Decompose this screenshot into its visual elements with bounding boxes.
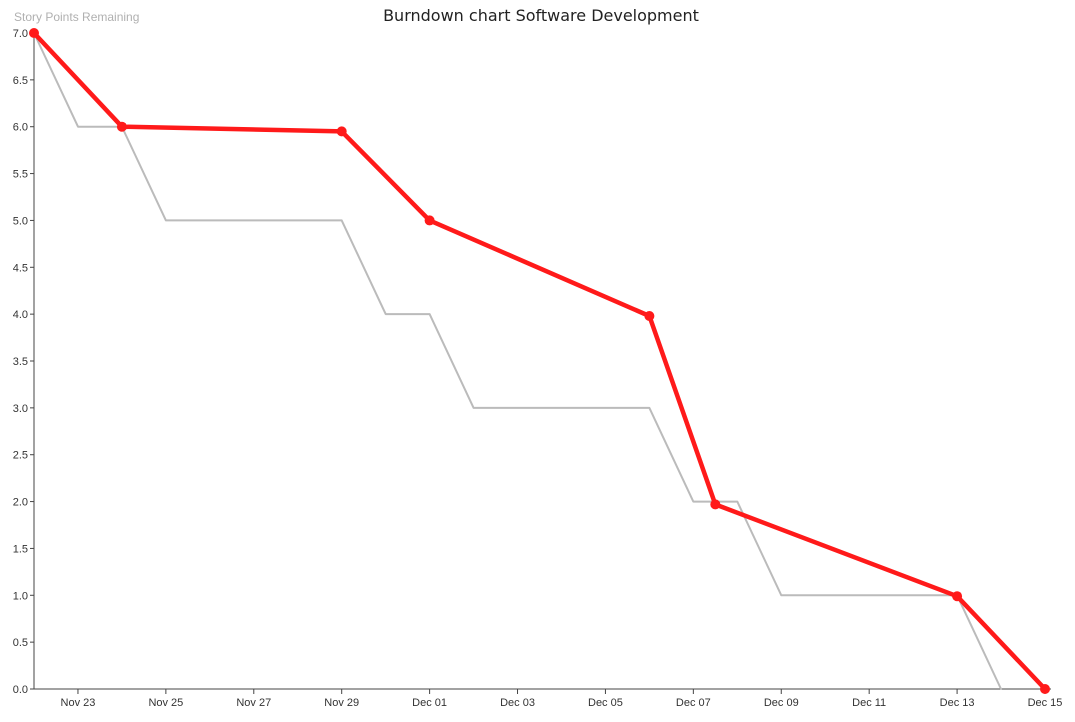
- chart-title: Burndown chart Software Development: [383, 6, 699, 25]
- x-tick-label: Nov 25: [148, 697, 183, 709]
- data-point-marker: [336, 126, 347, 137]
- x-tick-label: Dec 05: [588, 697, 623, 709]
- x-tick-label: Dec 09: [764, 697, 799, 709]
- axes: 0.0 0.5 1.0 1.5 2.0 2.5 3.0 3.5 4.0 4.5 5.0 5.5 6.0 6…: [13, 28, 1063, 709]
- data-point-marker: [424, 215, 435, 226]
- y-tick-label: 4.5: [13, 262, 28, 274]
- data-point-marker: [116, 121, 127, 132]
- x-tick-label: Dec 13: [940, 697, 975, 709]
- data-point-marker: [952, 591, 963, 602]
- x-tick-label: Dec 15: [1028, 697, 1063, 709]
- y-tick-label: 3.0: [13, 403, 28, 415]
- y-tick-label: 1.5: [13, 543, 28, 555]
- x-tick-label: Nov 27: [236, 697, 271, 709]
- data-point-marker: [29, 28, 39, 38]
- y-tick-label: 2.5: [13, 450, 28, 462]
- data-point-marker: [710, 499, 721, 510]
- y-tick-label: 2.0: [13, 497, 28, 509]
- series-layer: [29, 28, 1050, 694]
- x-tick-label: Dec 11: [852, 697, 886, 709]
- y-tick-label: 0.5: [13, 637, 28, 649]
- actual-burndown-line: [31, 30, 1048, 692]
- data-point-marker: [1040, 684, 1050, 694]
- x-tick-label: Nov 23: [61, 697, 96, 709]
- y-tick-label: 5.5: [13, 169, 28, 181]
- y-tick-label: 0.0: [13, 684, 28, 696]
- y-tick-label: 6.5: [13, 75, 28, 87]
- data-point-marker: [644, 311, 655, 322]
- y-tick-label: 3.5: [13, 356, 28, 368]
- ideal-burndown-line: [33, 32, 1002, 690]
- x-tick-label: Dec 03: [500, 697, 535, 709]
- x-tick-label: Dec 01: [412, 697, 447, 709]
- y-tick-label: 1.0: [13, 590, 28, 602]
- y-tick-label: 6.0: [13, 122, 28, 134]
- y-axis-label: Story Points Remaining: [14, 10, 140, 24]
- x-tick-label: Nov 29: [324, 697, 359, 709]
- x-tick-label: Dec 07: [676, 697, 711, 709]
- y-tick-label: 5.0: [13, 215, 28, 227]
- y-tick-label: 4.0: [13, 309, 28, 321]
- y-tick-label: 7.0: [13, 28, 28, 40]
